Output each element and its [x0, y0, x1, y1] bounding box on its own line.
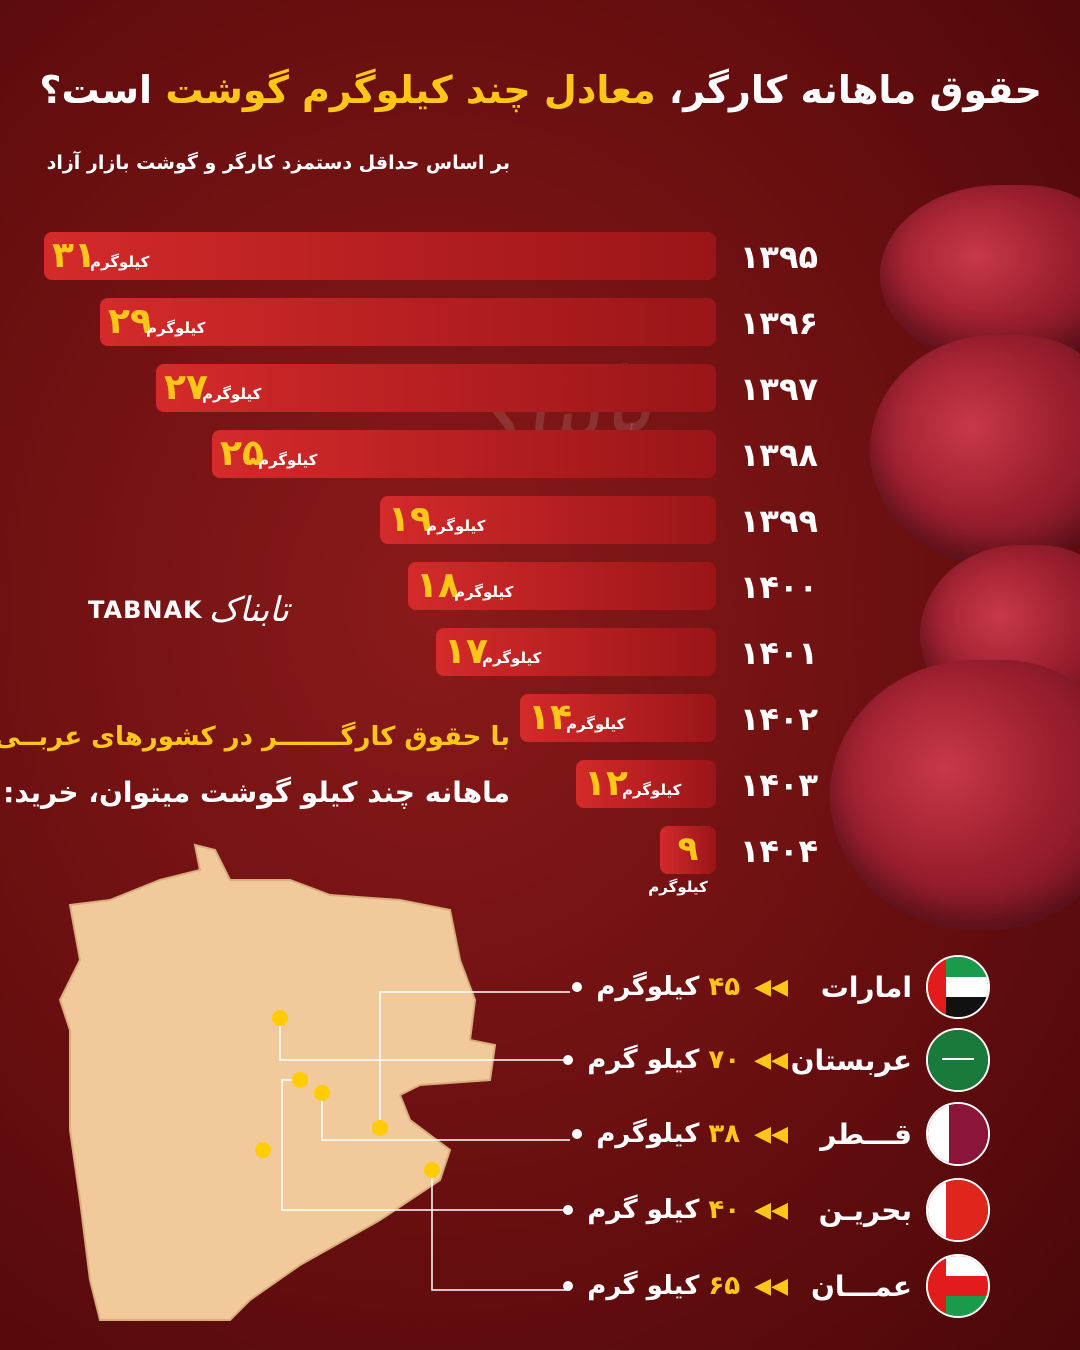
country-name: عمـــان: [810, 1269, 912, 1303]
year-label: ۱۳۹۸: [740, 436, 819, 474]
value-label: کیلوگرم۱۷: [444, 631, 542, 672]
country-amount: ۷۰ کیلو گرم: [587, 1045, 741, 1075]
bahrain-flag-icon: [926, 1178, 990, 1242]
saudi-flag-icon: ـــ: [926, 1028, 990, 1092]
bar-8: [576, 760, 716, 808]
bar-1: [100, 298, 716, 346]
bar-chart: ۱۳۹۵ کیلوگرم۳۱ ۱۳۹۶ کیلوگرم۲۹ ۱۳۹۷ کیلوگرم۲۷ ۱…: [44, 232, 819, 896]
bullet-dot: [572, 982, 583, 992]
value-label: کیلوگرم۲۵: [220, 433, 318, 474]
year-label: ۱۴۰۳: [740, 766, 819, 804]
year-label: ۱۳۹۶: [740, 304, 818, 342]
value-label: کیلوگرم۱۲: [584, 763, 682, 804]
bullet-dot: [563, 1205, 574, 1215]
bar-7: [520, 694, 716, 742]
year-label: ۱۳۹۹: [740, 502, 818, 540]
country-amount: ۶۵ کیلو گرم: [587, 1271, 741, 1301]
country-amount: ۴۰ کیلو گرم: [587, 1195, 741, 1225]
arrow-icon: ◀◀: [754, 1197, 788, 1223]
country-row-uae: امارات ◀◀ ۴۵ کیلوگرم: [572, 955, 990, 1019]
arrow-icon: ◀◀: [754, 1273, 788, 1299]
value-label: کیلوگرم۳۱: [52, 235, 150, 276]
value-label: کیلوگرم۱۴: [528, 697, 626, 738]
country-amount: ۳۸ کیلوگرم: [596, 1119, 741, 1149]
bar-2: [156, 364, 716, 412]
connector-lines: [279, 991, 570, 1291]
bar-4: [380, 496, 716, 544]
arrow-icon: ◀◀: [754, 1121, 788, 1147]
country-row-saudi: ـــ عربستان ◀◀ ۷۰ کیلو گرم: [563, 1028, 990, 1092]
bar-6: [436, 628, 716, 676]
year-label: ۱۳۹۷: [740, 370, 819, 408]
bar-3: [212, 430, 716, 478]
value-label: کیلوگرم۲۷: [164, 367, 262, 408]
arrow-icon: ◀◀: [754, 1047, 788, 1073]
country-row-oman: عمـــان ◀◀ ۶۵ کیلو گرم: [563, 1254, 990, 1318]
value-label: ۹ کیلوگرم: [648, 829, 708, 896]
country-name: قـــطر: [820, 1117, 912, 1151]
value-label: کیلوگرم۱۹: [388, 499, 486, 540]
country-name: امارات: [820, 970, 912, 1004]
bar-0: [44, 232, 716, 280]
country-row-qatar: قـــطر ◀◀ ۳۸ کیلوگرم: [572, 1102, 990, 1166]
arabian-peninsula-map: [58, 843, 497, 1321]
year-label: ۱۴۰۰: [740, 568, 818, 606]
subtitle: بر اساس حداقل دستمزد کارگر و گوشت بازار …: [46, 152, 510, 174]
arab-section-heading: با حقوق کارگـــــــر در کشورهای عربــی: [0, 722, 510, 752]
bullet-dot: [563, 1281, 574, 1291]
year-label: ۱۴۰۴: [740, 832, 818, 870]
arab-section-subheading: ماهانه چند کیلو گوشت میتوان، خرید:: [3, 776, 510, 809]
bullet-dot: [572, 1129, 583, 1139]
meat-image: [870, 335, 1080, 565]
year-label: ۱۴۰۲: [740, 700, 819, 738]
page-title: حقوق ماهانه کارگر، معادل چند کیلوگرم گوش…: [39, 68, 1042, 112]
value-label: کیلوگرم۲۹: [108, 301, 206, 342]
country-amount: ۴۵ کیلوگرم: [596, 972, 741, 1002]
uae-flag-icon: [926, 955, 990, 1019]
bar-5: [408, 562, 716, 610]
location-dots: [255, 1010, 440, 1178]
bar-9: [660, 826, 716, 874]
arrow-icon: ◀◀: [754, 974, 788, 1000]
qatar-flag-icon: [926, 1102, 990, 1166]
meat-image: [830, 660, 1080, 930]
logo: TABNAK تابناک: [88, 590, 289, 630]
value-label: کیلوگرم۱۸: [416, 565, 514, 606]
country-row-bahrain: بحریـن ◀◀ ۴۰ کیلو گرم: [563, 1178, 990, 1242]
oman-flag-icon: [926, 1254, 990, 1318]
country-name: عربستان: [790, 1043, 912, 1077]
country-name: بحریـن: [818, 1193, 912, 1227]
year-label: ۱۳۹۵: [740, 238, 818, 276]
year-label: ۱۴۰۱: [740, 634, 818, 672]
bullet-dot: [563, 1055, 574, 1065]
